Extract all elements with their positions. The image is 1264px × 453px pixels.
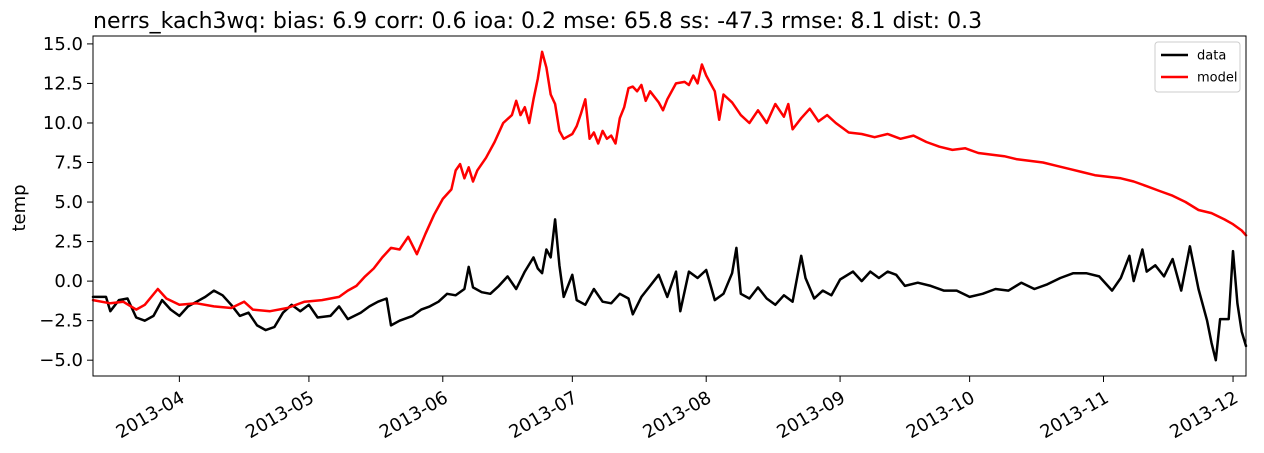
legend: data model	[1154, 41, 1241, 93]
y-tick-label: 0.0	[54, 271, 83, 292]
y-tick-label: −5.0	[39, 350, 83, 371]
series-layer	[91, 50, 1248, 362]
y-tick-label: −2.5	[39, 311, 83, 332]
x-tick-label: 2013-07	[506, 387, 582, 443]
x-tick-label: 2013-08	[639, 387, 715, 443]
y-tick-label: 5.0	[54, 192, 83, 213]
x-tick-label: 2013-04	[113, 387, 189, 443]
y-axis: −5.0 −2.5 0.0 2.5 5.0 7.5 10.0 12.5 15.0	[39, 34, 93, 371]
chart-title: nerrs_kach3wq: bias: 6.9 corr: 0.6 ioa: …	[93, 9, 982, 34]
y-tick-label: 12.5	[43, 73, 83, 94]
x-tick-label: 2013-05	[242, 387, 318, 443]
y-tick-label: 7.5	[54, 153, 83, 174]
legend-entry-data: data	[1197, 49, 1226, 64]
axes-frame	[92, 35, 1247, 377]
x-tick-label: 2013-10	[903, 387, 979, 443]
y-tick-label: 15.0	[43, 34, 83, 55]
series-line-model	[91, 50, 1248, 313]
y-axis-label: temp	[9, 184, 30, 231]
x-tick-label: 2013-06	[376, 387, 452, 443]
legend-entry-model: model	[1197, 71, 1237, 86]
plot-area	[91, 35, 1248, 377]
x-axis: 2013-04 2013-05 2013-06 2013-07 2013-08 2013-…	[113, 376, 1242, 443]
y-tick-label: 10.0	[43, 113, 83, 134]
y-tick-label: 2.5	[54, 232, 83, 253]
x-tick-label: 2013-12	[1166, 387, 1242, 443]
x-tick-label: 2013-11	[1037, 387, 1113, 443]
x-tick-label: 2013-09	[773, 387, 849, 443]
series-line-data	[91, 218, 1248, 362]
